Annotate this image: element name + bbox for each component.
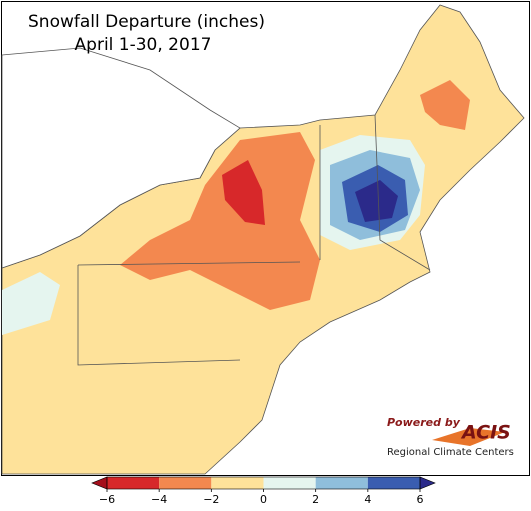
logo-swoosh xyxy=(432,428,505,446)
colorbar-tick-label: −4 xyxy=(151,493,167,506)
logo: Powered by ACIS Regional Climate Centers xyxy=(387,416,514,458)
deficit-area xyxy=(120,132,320,310)
logo-powered-by: Powered by xyxy=(387,416,461,429)
subtitle: April 1-30, 2017 xyxy=(75,35,212,55)
deficit-area xyxy=(420,80,470,130)
logo-org: Regional Climate Centers xyxy=(387,447,514,458)
colorbar-tick-label: 4 xyxy=(364,493,371,506)
large-deficit-area xyxy=(222,160,265,225)
very-large-surplus-area xyxy=(355,180,398,222)
colorbar-under xyxy=(91,476,108,490)
colorbar-tick-label: −2 xyxy=(203,493,219,506)
colorbar-bin xyxy=(263,477,316,489)
colorbar-bin xyxy=(315,477,368,489)
colorbar: −6 −4 −2 0 2 4 6 xyxy=(91,476,436,506)
title: Snowfall Departure (inches) xyxy=(28,12,265,32)
colorbar-tick-label: 2 xyxy=(312,493,319,506)
state-borders xyxy=(77,114,431,366)
surplus-area xyxy=(2,272,60,335)
colorbar-tick-label: 0 xyxy=(260,493,267,506)
colorbar-bin xyxy=(159,477,212,489)
logo-name: ACIS xyxy=(460,422,511,444)
colorbar-tick-label: −6 xyxy=(99,493,115,506)
colorbar-over xyxy=(419,476,436,490)
colorbar-tick-label: 6 xyxy=(417,493,424,506)
lakes-and-canada xyxy=(1,47,241,269)
colorbar-bin xyxy=(107,477,160,489)
map xyxy=(1,4,525,475)
colorbar-bin xyxy=(367,477,420,489)
colorbar-bin xyxy=(211,477,264,489)
